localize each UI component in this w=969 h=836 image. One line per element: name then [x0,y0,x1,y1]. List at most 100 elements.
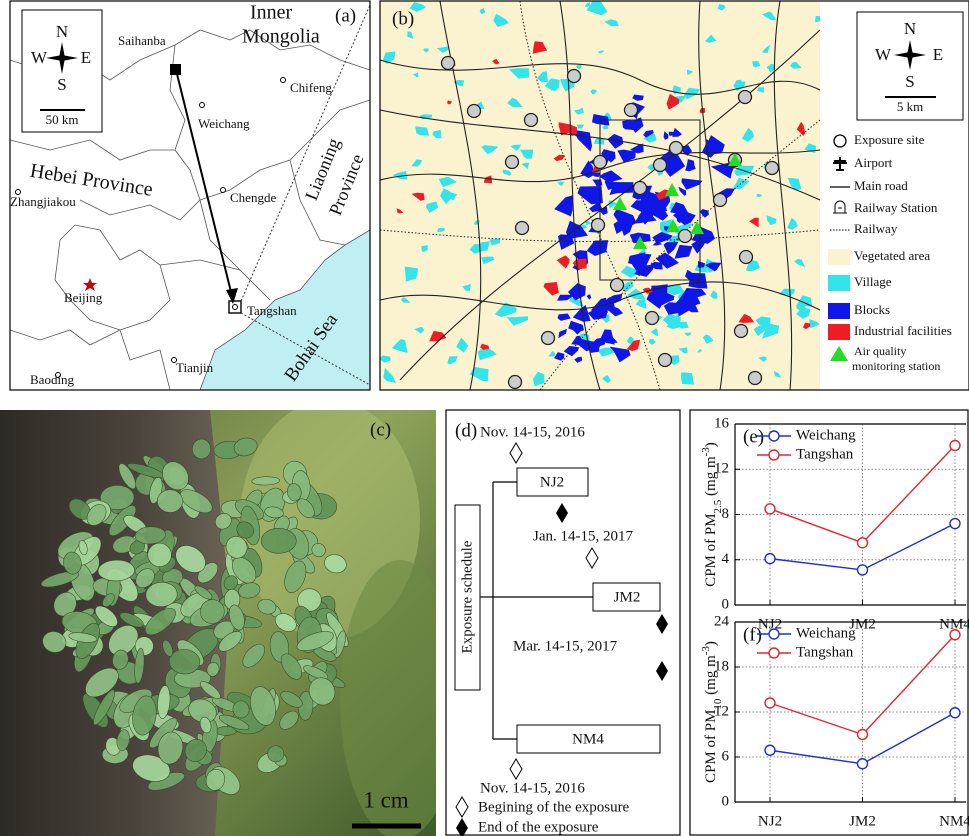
exposure-site [592,219,605,232]
panel-label: (f) [743,624,762,645]
y-axis-label-part: (mg m [703,655,719,699]
compass-n: N [56,22,68,41]
legend-text: Village [854,274,892,289]
legend-text: Vegetated area [854,248,930,263]
y-tick-label: 6 [722,748,730,764]
scale-label: 5 km [897,99,923,114]
data-point [858,538,868,548]
legend-label: Weichang [796,625,856,641]
exposure-site [568,70,581,83]
y-tick-label: 16 [714,415,730,431]
legend-text: Begining of the exposure [478,799,630,815]
page: { "map_a": { "label": "(a)", "compass": … [0,0,969,836]
y-axis-label-part: ) [703,641,719,646]
exposure-site [625,104,638,117]
data-point [858,759,868,769]
place-label: Zhangjiakou [10,194,76,209]
data-point [765,504,775,514]
legend-marker [769,648,779,658]
legend-text: Air quality [854,344,906,358]
data-point [950,708,960,718]
exposure-site [468,105,481,118]
exposure-site [509,376,522,389]
data-point [950,630,960,640]
map-b [379,0,822,390]
compass-e: E [933,45,943,64]
date-label: Nov. 14-15, 2016 [480,780,585,796]
exposure-site [506,156,519,169]
end-marker [556,503,568,523]
end-marker [656,661,668,681]
legend-label: Tangshan [796,644,854,660]
data-point [858,565,868,575]
y-axis-label-part: 2.5 [712,499,724,513]
period-label: NJ2 [540,474,564,490]
village [681,372,694,384]
place-label: Tangshan [247,303,297,318]
exposure-site [739,91,752,104]
legend-marker [769,629,779,639]
region-label: Inner [250,2,293,24]
exposure-site [670,142,683,155]
tree-lines [480,482,593,739]
legend-text: Exposure site [854,132,925,147]
place-label: Tianjin [176,360,214,375]
legend-marker [769,450,779,460]
panel-label: (a) [335,5,356,26]
data-point [765,698,775,708]
place-label: Chengde [230,190,276,205]
data-point [765,554,775,564]
lichen-lobe [261,528,296,553]
legend-text: monitoring station [852,359,940,373]
exposure-site [516,222,529,235]
y-axis-label-part: CPM of PM [703,513,719,586]
start-marker [510,759,522,779]
date-label: Jan. 14-15, 2017 [533,528,633,544]
photo [0,400,460,836]
panel-label: (d) [455,420,477,441]
lichen-lobe [157,489,183,512]
compass-e: E [81,48,91,67]
schedule-title: Exposure schedule [459,540,475,653]
period-label: NM4 [572,731,604,747]
x-tick-label: NM4 [939,813,969,829]
compass-w: W [31,48,48,67]
exposure-site [659,354,672,367]
x-tick-label: NJ2 [758,813,782,829]
legend-label: Weichang [796,427,856,443]
exposure-site [646,312,659,325]
x-tick-label: JM2 [849,813,876,829]
legend-blocks [828,303,850,319]
period-label: JM2 [614,589,641,605]
lichen-lobe [192,439,211,459]
panel-label: (b) [392,8,414,29]
exposure-site [542,332,555,345]
date-label: Nov. 14-15, 2016 [480,424,585,440]
y-tick-label: 24 [714,613,730,629]
place-label: Weichang [198,116,250,131]
panel-label: (c) [370,419,391,440]
data-point [950,519,960,529]
legend-text: Industrial facilities [854,323,952,338]
y-tick-label: 0 [722,793,730,809]
legend-text: Blocks [854,302,890,317]
end-marker [656,614,668,634]
exposure-site [611,279,624,292]
map-a: N S W E 50 km (a) Saihanba Inner Mongoli… [10,1,370,390]
compass-n: N [904,19,916,38]
legend-vegetated [828,249,850,265]
data-point [765,745,775,755]
legend-text: Railway [854,221,898,236]
exposure-site [442,57,455,70]
y-axis-label-part: (mg m [703,456,719,500]
legend-marker [769,431,779,441]
exposure-site [594,156,607,169]
panel-label: (e) [743,426,764,447]
data-point [950,440,960,450]
legend-label: Tangshan [796,446,854,462]
compass-s: S [57,75,66,94]
exposure-site [679,230,692,243]
legend-text: Railway Station [854,200,938,215]
exposure-site [749,372,762,385]
legend-industrial [828,324,850,340]
